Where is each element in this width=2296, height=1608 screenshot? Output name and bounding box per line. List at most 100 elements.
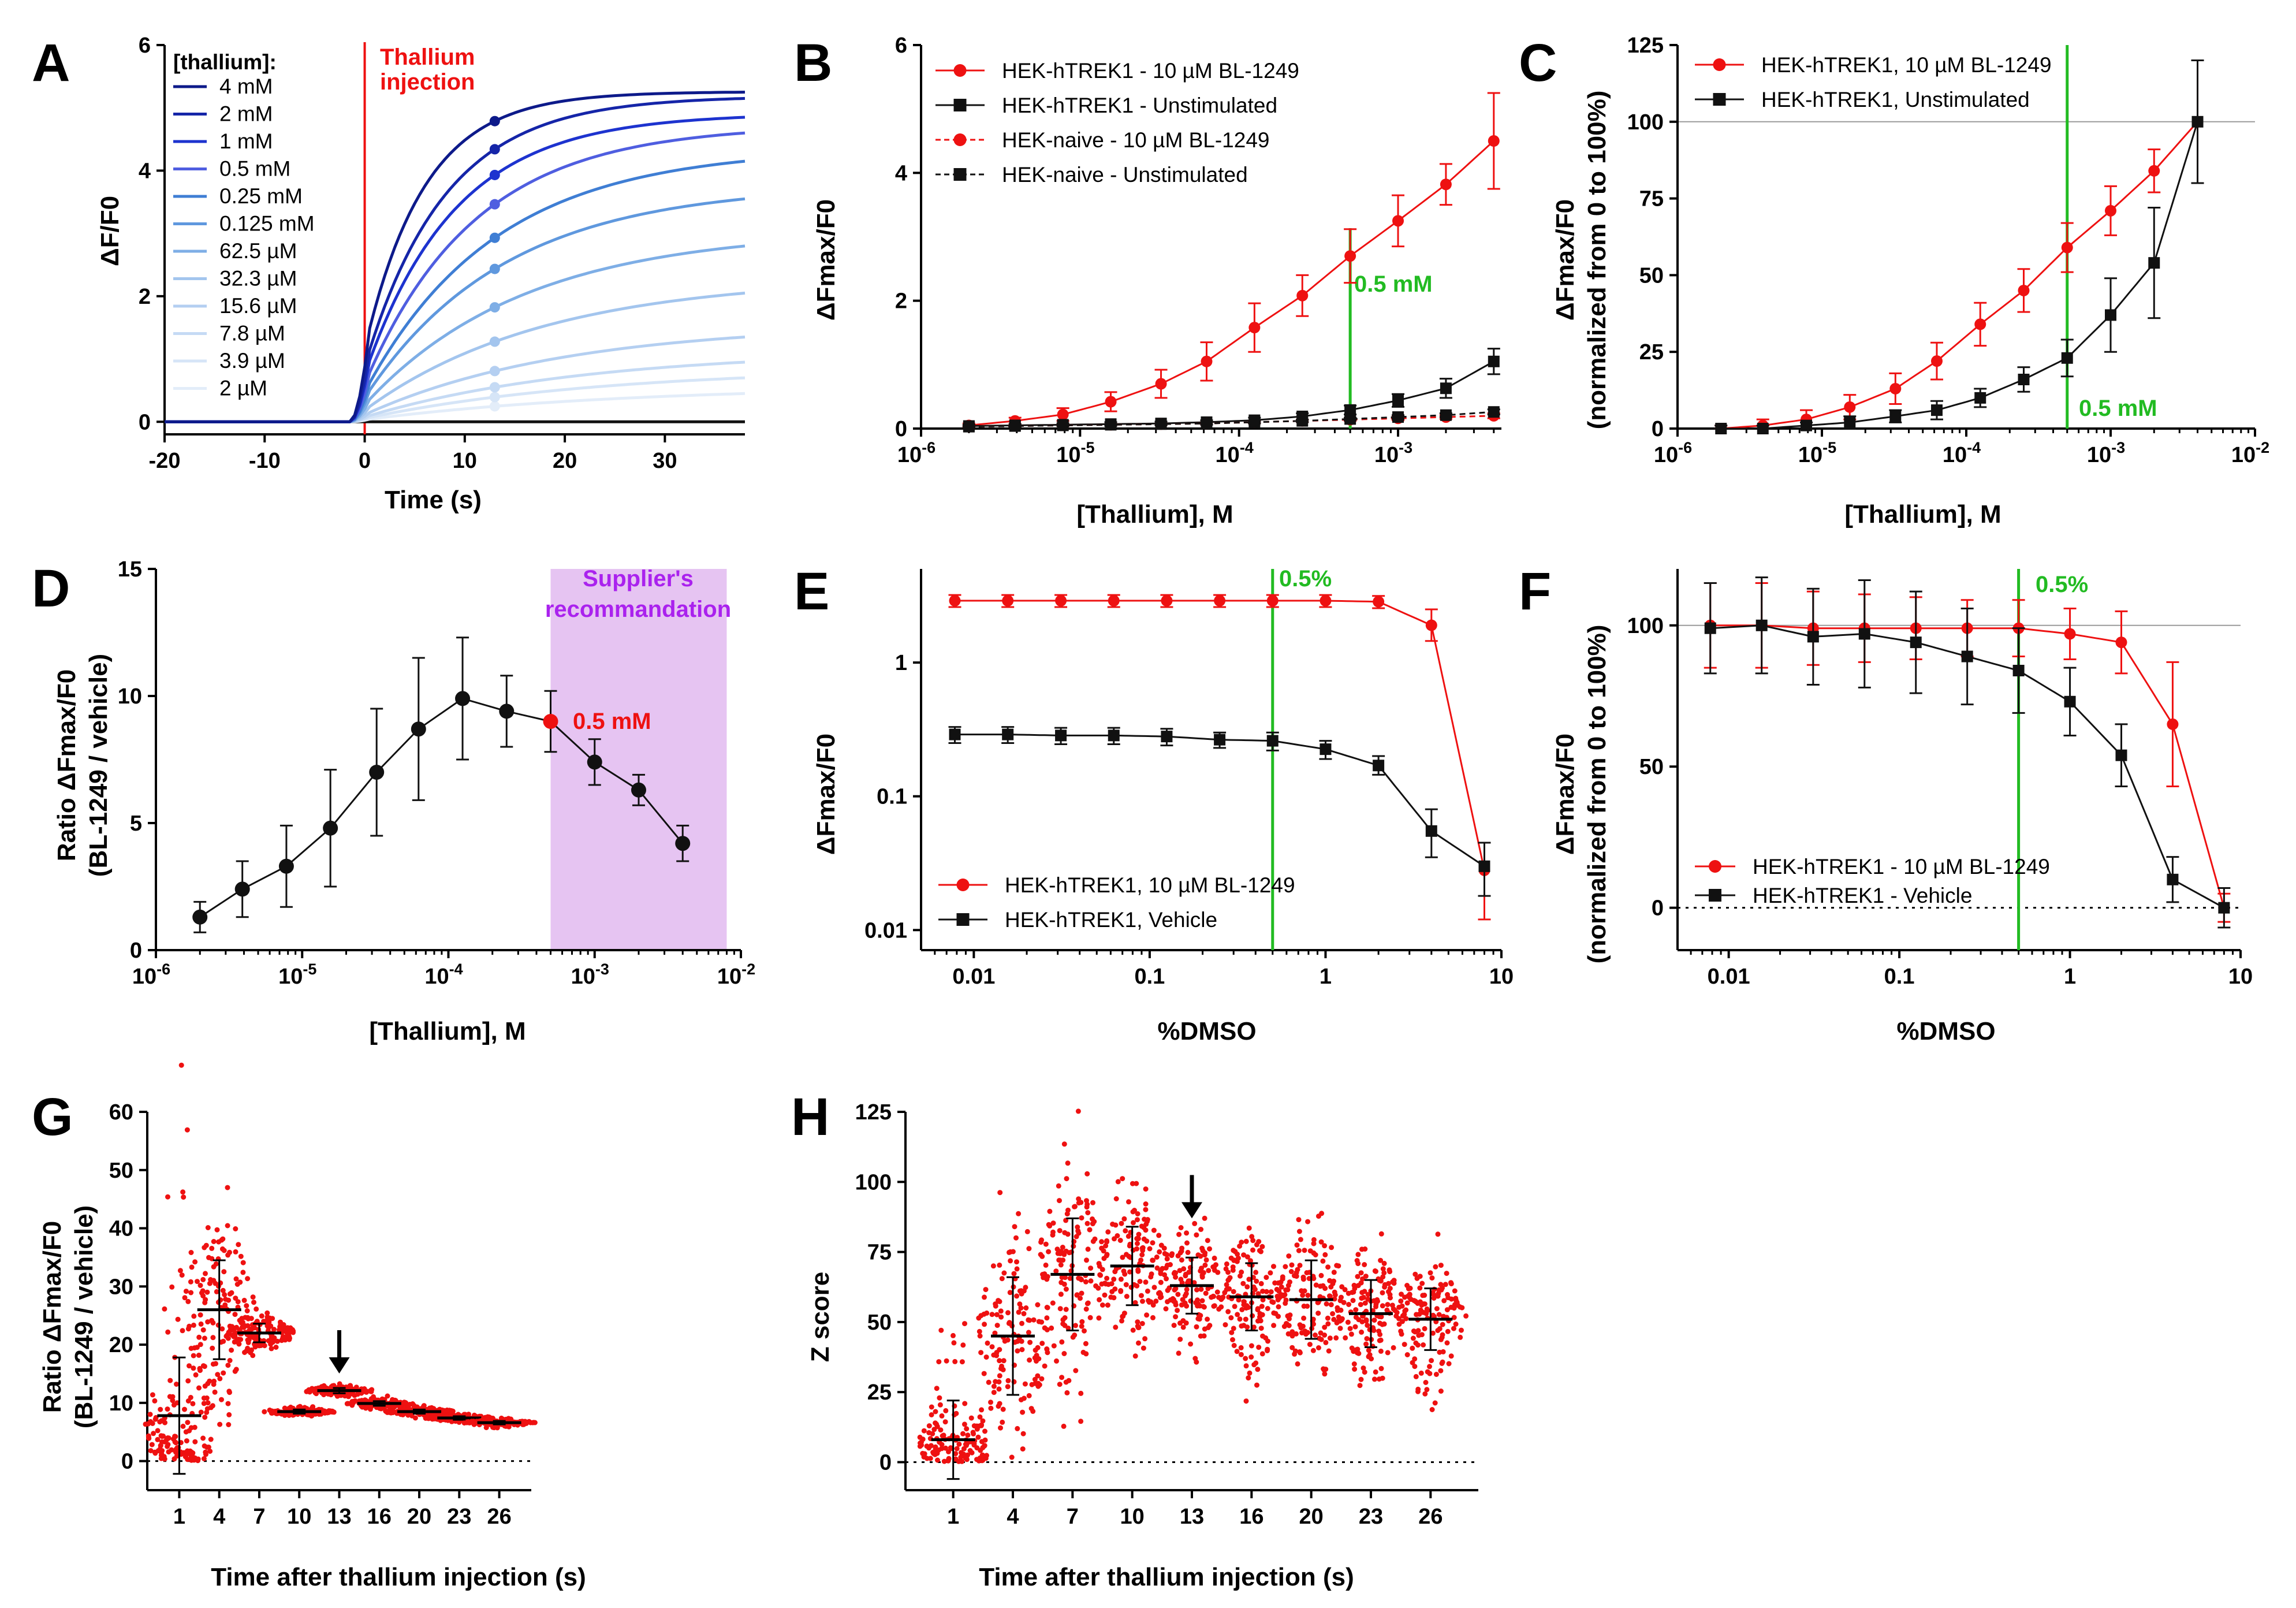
panel-h-dot-6 <box>1328 1302 1334 1308</box>
panel-g-dot-0 <box>196 1385 202 1391</box>
panel-d-highlight-label: 0.5 mM <box>573 709 651 734</box>
panel-h-dot-5 <box>1234 1349 1240 1354</box>
panel-h-dot-1 <box>1027 1339 1033 1345</box>
panel-h-dot-6 <box>1327 1278 1333 1283</box>
panel-h-dot-6 <box>1298 1237 1303 1242</box>
panel-g-dot-1 <box>235 1299 241 1305</box>
panel-h-dot-6 <box>1300 1293 1306 1298</box>
panel-h-dot-7 <box>1354 1347 1359 1353</box>
panel-h-dot-6 <box>1313 1282 1319 1288</box>
panel-g-dot-6 <box>420 1404 426 1409</box>
panel-h-dot-5 <box>1259 1304 1265 1309</box>
panel-g-dot-0 <box>207 1449 213 1454</box>
panel-g-dot-1 <box>236 1242 241 1248</box>
panel-g-dot-1 <box>188 1290 194 1296</box>
panel-h-dot-7 <box>1362 1369 1367 1375</box>
panel-h-dot-2 <box>1088 1265 1094 1271</box>
panel-h-dot-4 <box>1203 1290 1209 1296</box>
panel-h-dot-5 <box>1232 1304 1238 1309</box>
panel-g-dot-3 <box>269 1410 275 1416</box>
panel-h-dot-7 <box>1358 1302 1363 1308</box>
panel-h-dot-6 <box>1284 1321 1289 1326</box>
panel-g-dot-3 <box>310 1404 316 1410</box>
panel-g-dot-2 <box>269 1346 274 1352</box>
panel-h-dot-8 <box>1437 1326 1443 1331</box>
panel-h-dot-5 <box>1231 1326 1236 1331</box>
panel-h-dot-1 <box>1039 1376 1045 1382</box>
panel-h-dot-6 <box>1311 1237 1317 1242</box>
panel-g-dot-1 <box>211 1264 217 1270</box>
panel-h-dot-4 <box>1177 1268 1183 1274</box>
panel-h-dot-6 <box>1297 1349 1303 1354</box>
panel-g-x-tick-label-2: 7 <box>253 1505 265 1529</box>
panel-h-dot-5 <box>1271 1323 1277 1328</box>
panel-f-legend-text-1: HEK-hTREK1 - Vehicle <box>1753 884 1972 907</box>
panel-a-annotation-line1: Thallium <box>380 44 475 70</box>
panel-h-dot-2 <box>1053 1268 1059 1274</box>
panel-g-dot-2 <box>245 1345 251 1351</box>
panel-h-dot-6 <box>1305 1219 1311 1224</box>
panel-h-dot-5 <box>1240 1281 1246 1286</box>
panel-c-series-1-point-3 <box>1844 416 1856 429</box>
panel-h-dot-4 <box>1171 1323 1177 1328</box>
panel-h-dot-8 <box>1444 1340 1450 1346</box>
panel-h-dot-7 <box>1378 1231 1384 1237</box>
panel-h-dot-6 <box>1285 1313 1291 1319</box>
panel-g-dot-0 <box>184 1438 189 1444</box>
panel-g-xlabel: Time after thallium injection (s) <box>211 1563 586 1591</box>
panel-h-dot-3 <box>1130 1181 1135 1186</box>
panel-h-dot-4 <box>1202 1215 1207 1221</box>
panel-h-dot-0 <box>943 1445 948 1451</box>
panel-h-y-tick-label-4: 100 <box>855 1170 892 1194</box>
panel-a-y-tick-label-2: 4 <box>139 159 151 183</box>
panel-a-x-tick-label-0: -20 <box>149 449 181 473</box>
panel-g-dot-1 <box>197 1312 203 1318</box>
panel-h-dot-3 <box>1123 1282 1129 1287</box>
panel-c-legend-text-1: HEK-hTREK1, Unstimulated <box>1761 88 2030 111</box>
panel-h-dot-5 <box>1248 1258 1253 1264</box>
panel-h-dot-0 <box>961 1421 967 1427</box>
panel-h-dot-8 <box>1412 1329 1418 1335</box>
panel-h-dot-1 <box>1035 1302 1041 1308</box>
panel-g-dot-1 <box>200 1276 206 1282</box>
panel-h-dot-2 <box>1074 1292 1080 1298</box>
panel-g-dot-1 <box>208 1405 214 1410</box>
panel-h-dot-7 <box>1371 1317 1377 1323</box>
panel-h-dot-7 <box>1352 1324 1358 1330</box>
panel-h-dot-0 <box>959 1359 965 1365</box>
panel-g-dot-0 <box>145 1421 151 1427</box>
panel-h-dot-5 <box>1223 1266 1229 1272</box>
panel-a-y-tick-label-0: 0 <box>139 410 151 434</box>
panel-g-dot-1 <box>250 1294 256 1300</box>
panel-h-dot-1 <box>1028 1406 1034 1412</box>
panel-f-legend-marker-0 <box>1709 860 1721 873</box>
panel-h-dot-7 <box>1352 1367 1358 1372</box>
panel-h-dot-4 <box>1202 1250 1208 1256</box>
panel-h-dot-6 <box>1302 1248 1307 1253</box>
panel-h-dot-2 <box>1062 1323 1068 1328</box>
panel-g-dot-0 <box>165 1329 171 1335</box>
panel-h-dot-5 <box>1252 1286 1258 1292</box>
panel-h-dot-8 <box>1406 1286 1411 1291</box>
panel-h-dot-3 <box>1150 1315 1156 1320</box>
panel-h-dot-1 <box>998 1314 1004 1320</box>
panel-h-dot-8 <box>1453 1296 1459 1301</box>
panel-b-y-tick-label-1: 2 <box>895 289 907 314</box>
panel-g-dot-6 <box>444 1407 450 1413</box>
panel-h-dot-7 <box>1386 1267 1392 1273</box>
panel-h-dot-7 <box>1376 1328 1382 1334</box>
panel-h-x-tick-label-0: 1 <box>947 1505 959 1529</box>
panel-h-dot-5 <box>1231 1343 1237 1348</box>
panel-h-dot-1 <box>1013 1235 1019 1241</box>
panel-h-dot-0 <box>982 1443 987 1449</box>
panel-h-dot-2 <box>1099 1302 1105 1308</box>
panel-h-dot-6 <box>1325 1315 1330 1321</box>
panel-h-dot-7 <box>1378 1348 1384 1354</box>
panel-g-dot-0 <box>181 1194 187 1200</box>
panel-h-dot-3 <box>1150 1257 1156 1263</box>
panel-h-dot-2 <box>1075 1228 1081 1234</box>
panel-h-dot-6 <box>1332 1296 1337 1302</box>
panel-h-x-tick-label-4: 13 <box>1180 1505 1204 1529</box>
panel-h-dot-5 <box>1222 1322 1228 1328</box>
panel-e-series-1-point-6 <box>1266 735 1279 747</box>
